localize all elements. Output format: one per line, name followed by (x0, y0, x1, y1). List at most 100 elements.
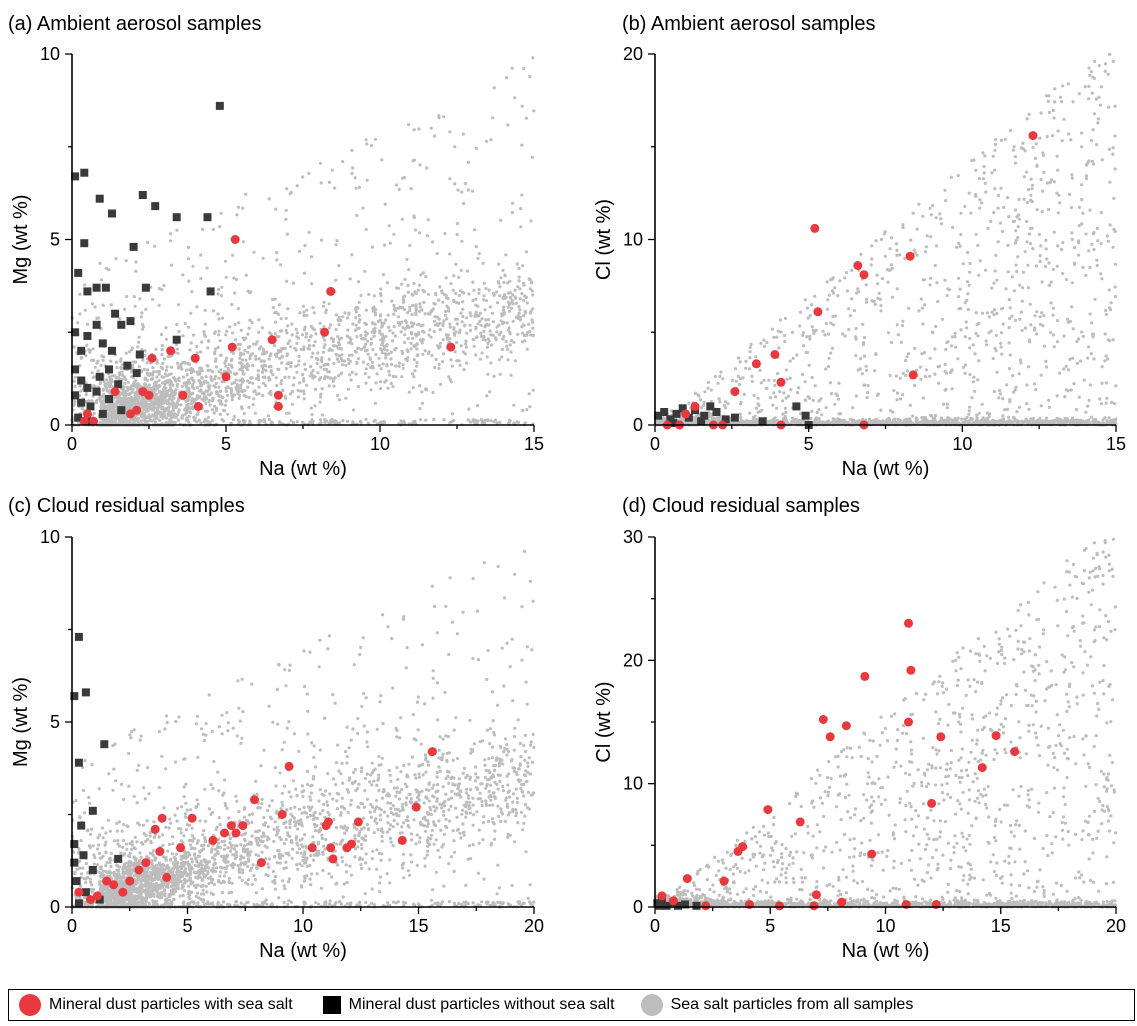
sea-salt-point (1109, 301, 1113, 305)
sea-salt-point (1048, 180, 1052, 184)
sea-salt-point (184, 382, 189, 386)
sea-salt-point (500, 312, 504, 316)
sea-salt-point (453, 145, 457, 149)
sea-salt-point (309, 255, 314, 259)
sea-salt-point (284, 396, 288, 400)
sea-salt-point (445, 336, 449, 340)
sea-salt-point (315, 361, 319, 365)
sea-salt-point (267, 197, 271, 201)
sea-salt-point (237, 347, 241, 351)
sea-salt-point (436, 323, 440, 328)
sea-salt-point (489, 333, 493, 337)
sea-salt-point (410, 313, 414, 317)
sea-salt-point (244, 192, 248, 196)
sea-salt-point (1096, 117, 1100, 121)
sea-salt-point (527, 322, 531, 326)
sea-salt-point (920, 306, 925, 310)
mineral-without-salt-point (172, 213, 181, 222)
sea-salt-point (744, 359, 748, 363)
sea-salt-point (169, 416, 173, 420)
sea-salt-point (125, 386, 129, 390)
sea-salt-point (382, 347, 386, 351)
sea-salt-point (275, 258, 279, 262)
sea-salt-point (923, 375, 928, 379)
mineral-with-salt-point (144, 390, 154, 400)
sea-salt-point (139, 315, 143, 319)
sea-salt-point (347, 311, 351, 315)
sea-salt-point (896, 333, 900, 337)
sea-salt-point (148, 415, 152, 419)
sea-salt-point (959, 232, 963, 237)
sea-salt-point (448, 325, 452, 329)
sea-salt-point (879, 304, 883, 308)
sea-salt-point (931, 331, 935, 335)
sea-salt-point (783, 414, 787, 418)
sea-salt-point (968, 405, 972, 409)
sea-salt-point (202, 394, 206, 398)
sea-salt-point (346, 357, 350, 361)
sea-salt-point (950, 418, 954, 422)
sea-salt-point (820, 413, 824, 417)
mineral-without-salt-point (111, 309, 120, 318)
sea-salt-point (351, 420, 355, 424)
sea-salt-point (291, 281, 295, 285)
sea-salt-point (1052, 230, 1056, 234)
sea-salt-point (1087, 66, 1091, 70)
sea-salt-point (249, 376, 253, 380)
sea-salt-point (488, 329, 492, 333)
sea-salt-point (431, 307, 435, 311)
sea-salt-point (224, 333, 228, 337)
sea-salt-point (384, 318, 388, 322)
sea-salt-point (442, 418, 446, 422)
sea-salt-point (134, 395, 138, 400)
sea-salt-point (378, 318, 382, 322)
sea-salt-point (977, 273, 981, 277)
sea-salt-point (502, 320, 506, 325)
sea-salt-point (718, 400, 722, 404)
sea-salt-point (448, 322, 452, 326)
sea-salt-point (224, 389, 228, 393)
sea-salt-point (271, 373, 275, 377)
sea-salt-point (433, 315, 437, 319)
sea-salt-point (907, 352, 911, 356)
sea-salt-point (995, 278, 999, 282)
sea-salt-point (1069, 138, 1073, 142)
sea-salt-point (170, 390, 174, 394)
sea-salt-point (905, 355, 909, 359)
sea-salt-point (238, 393, 242, 397)
sea-salt-point (1081, 334, 1085, 338)
sea-salt-point (960, 417, 964, 421)
mineral-with-salt-point (320, 327, 330, 337)
sea-salt-point (307, 347, 311, 351)
sea-salt-point (340, 353, 344, 357)
sea-salt-point (1039, 111, 1043, 115)
sea-salt-point (370, 245, 374, 249)
sea-salt-point (401, 300, 406, 304)
sea-salt-point (896, 417, 900, 422)
sea-salt-point (866, 383, 870, 388)
sea-salt-point (213, 330, 217, 334)
sea-salt-point (274, 310, 278, 315)
sea-salt-point (841, 332, 845, 336)
sea-salt-point (238, 361, 242, 365)
sea-salt-point (438, 328, 442, 332)
sea-salt-point (709, 388, 714, 392)
sea-salt-point (176, 361, 180, 365)
sea-salt-point (247, 395, 251, 400)
sea-salt-point (250, 320, 254, 325)
sea-salt-point (224, 356, 229, 360)
sea-salt-point (1114, 384, 1118, 388)
sea-salt-point (833, 314, 838, 318)
sea-salt-point (200, 376, 204, 380)
sea-salt-point (1015, 410, 1019, 414)
sea-salt-point (461, 307, 465, 311)
sea-salt-point (474, 146, 478, 150)
sea-salt-point (220, 380, 224, 384)
sea-salt-point (313, 340, 317, 344)
sea-salt-point (830, 346, 835, 350)
sea-salt-point (336, 335, 340, 339)
sea-salt-point (294, 348, 298, 352)
sea-salt-point (420, 341, 424, 345)
sea-salt-point (83, 283, 87, 287)
